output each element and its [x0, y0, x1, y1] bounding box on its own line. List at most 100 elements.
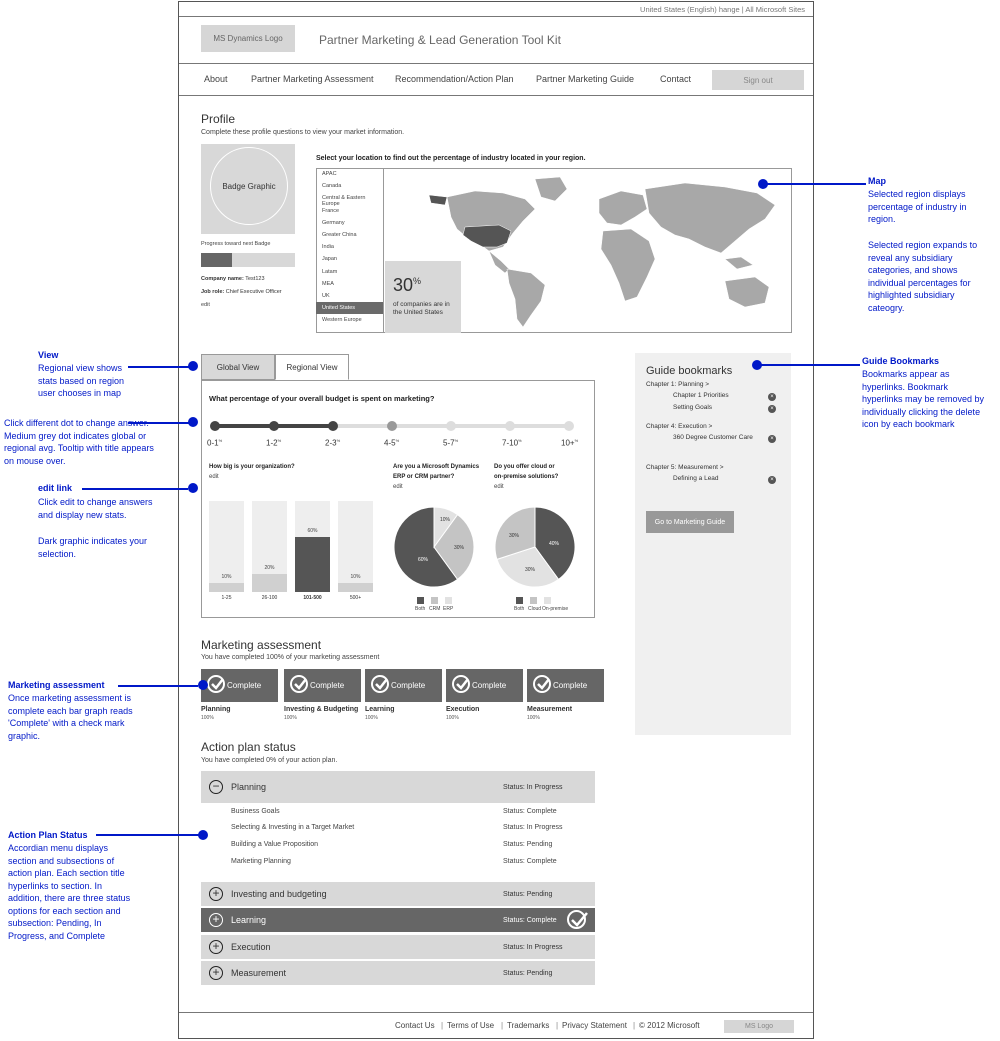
ms-dynamics-logo[interactable]: MS Dynamics Logo [201, 25, 295, 52]
org-bar-category-label: 500+ [349, 595, 362, 601]
region-item[interactable]: Central & Eastern Europe [322, 195, 366, 208]
go-to-guide-button[interactable]: Go to Marketing Guide [646, 511, 734, 533]
budget-dot[interactable] [387, 421, 397, 431]
footer-link-privacy[interactable]: Privacy Statement [562, 1021, 627, 1030]
partner-pie-chart[interactable]: 10% 30% 60% [391, 504, 477, 590]
accordion-subsection-title[interactable]: Selecting & Investing in a Target Market [231, 824, 355, 831]
bookmark-link[interactable]: Setting Goals [673, 404, 713, 411]
expand-icon[interactable]: + [209, 940, 223, 954]
nav-item-guide[interactable]: Partner Marketing Guide [536, 74, 635, 84]
budget-dot[interactable] [328, 421, 338, 431]
bookmark-chapter-link[interactable]: Chapter 4: Execution > [646, 423, 713, 430]
region-item[interactable]: UK [322, 292, 330, 299]
cloud-pie-chart[interactable]: 30% 40% 30% [492, 504, 578, 590]
expand-icon[interactable]: + [209, 966, 223, 980]
europe-shape [598, 190, 648, 226]
org-bar-fill[interactable] [338, 583, 373, 592]
expand-icon[interactable]: + [209, 887, 223, 901]
region-item[interactable]: MEA [322, 280, 334, 287]
legend-swatch [530, 597, 537, 604]
bookmark-chapter-link[interactable]: Chapter 1: Planning > [646, 381, 710, 388]
accordion-section-title[interactable]: Investing and budgeting [231, 889, 327, 899]
region-item[interactable]: India [322, 244, 334, 251]
assessment-complete-button[interactable]: Complete [446, 669, 523, 702]
tab-global-view[interactable]: Global View [201, 354, 275, 380]
region-item[interactable]: Western Europe [322, 317, 362, 324]
budget-label-unit: % [454, 438, 459, 443]
org-bar-background[interactable] [338, 501, 373, 592]
collapse-icon[interactable]: − [209, 780, 223, 794]
partner-edit-link[interactable]: edit [393, 484, 403, 490]
accordion-subsection-title[interactable]: Building a Value Proposition [231, 841, 319, 848]
footer-link-terms[interactable]: Terms of Use [447, 1021, 495, 1030]
accordion-section-title[interactable]: Measurement [231, 968, 287, 978]
delete-bookmark-icon[interactable]: × [768, 435, 776, 443]
accordion-section-planning[interactable]: − Planning Status: In Progress [201, 771, 595, 803]
cloud-edit-link[interactable]: edit [494, 484, 504, 490]
bookmark-link[interactable]: 360 Degree Customer Care [673, 434, 753, 441]
nav-item-assessment[interactable]: Partner Marketing Assessment [251, 74, 374, 84]
accordion-subsection-status: Status: In Progress [503, 824, 563, 831]
assessment-complete-button[interactable]: Complete [284, 669, 361, 702]
annotation-dots-text: Click different dot to change answer. Me… [4, 418, 154, 466]
region-item[interactable]: Latam [322, 268, 338, 275]
region-item[interactable]: Canada [322, 183, 342, 190]
budget-label-text: 10+ [561, 438, 575, 448]
region-stat-value: 30% [393, 275, 422, 295]
budget-dot[interactable] [505, 421, 515, 431]
expand-icon[interactable]: + [209, 913, 223, 927]
accordion-section-title[interactable]: Execution [231, 942, 271, 952]
accordion-section-status: Status: Pending [503, 970, 553, 977]
accordion-section-title[interactable]: Planning [231, 782, 267, 792]
annotation-marker-view [188, 361, 198, 371]
org-bar-background[interactable] [209, 501, 244, 592]
budget-dot[interactable] [210, 421, 220, 431]
assessment-complete-button[interactable]: Complete [527, 669, 604, 702]
bookmark-link[interactable]: Chapter 1 Priorities [673, 392, 729, 399]
org-bar-fill[interactable] [252, 574, 287, 592]
nav-item-about[interactable]: About [204, 74, 228, 84]
accordion-subsection-title[interactable]: Business Goals [231, 808, 280, 815]
tab-regional-view[interactable]: Regional View [275, 354, 349, 380]
budget-dot[interactable] [269, 421, 279, 431]
org-size-edit-link[interactable]: edit [209, 474, 219, 480]
cloud-question-1: Do you offer cloud or [494, 464, 555, 470]
nav-item-recommendation[interactable]: Recommendation/Action Plan [395, 74, 514, 84]
region-item[interactable]: Greater China [322, 231, 357, 238]
budget-dot[interactable] [446, 421, 456, 431]
annotation-edit-title: edit link [38, 483, 73, 493]
assessment-complete-button[interactable]: Complete [365, 669, 442, 702]
footer-link-trademarks[interactable]: Trademarks [507, 1021, 550, 1030]
footer-link-contact[interactable]: Contact Us [395, 1021, 435, 1030]
annotation-action-text: Accordian menu displays section and subs… [8, 843, 131, 941]
profile-edit-link[interactable]: edit [201, 302, 210, 308]
accordion-section-learning[interactable]: + Learning Status: Complete [201, 908, 595, 932]
locale-links[interactable]: United States (English) hange | All Micr… [640, 5, 805, 14]
bookmark-chapter-link[interactable]: Chapter 5: Measurement > [646, 464, 724, 471]
accordion-section-title[interactable]: Learning [231, 915, 267, 925]
nav-item-contact[interactable]: Contact [660, 74, 692, 84]
world-map[interactable] [385, 169, 791, 332]
delete-bookmark-icon[interactable]: × [768, 476, 776, 484]
accordion-section-execution[interactable]: + Execution Status: In Progress [201, 935, 595, 959]
delete-bookmark-icon[interactable]: × [768, 393, 776, 401]
region-item[interactable]: APAC [322, 171, 337, 177]
assessment-complete-button[interactable]: Complete [201, 669, 278, 702]
alaska-shape [428, 194, 448, 206]
region-item[interactable]: France [322, 207, 340, 214]
region-item[interactable]: Japan [322, 256, 337, 263]
region-item[interactable]: United States [316, 302, 383, 315]
budget-label-unit: % [574, 438, 579, 443]
delete-bookmark-icon[interactable]: × [768, 405, 776, 413]
region-item[interactable]: Germany [322, 219, 345, 226]
accordion-section-investing-and-budgeting[interactable]: + Investing and budgeting Status: Pending [201, 882, 595, 906]
accordion-subsection-title[interactable]: Marketing Planning [231, 858, 291, 865]
org-bar-fill[interactable] [295, 537, 330, 592]
sign-out-button[interactable]: Sign out [712, 70, 804, 90]
budget-question: What percentage of your overall budget i… [209, 394, 435, 403]
org-bar-fill[interactable] [209, 583, 244, 592]
budget-dot[interactable] [564, 421, 574, 431]
bookmark-link[interactable]: Defining a Lead [673, 475, 719, 482]
check-mark-icon [456, 678, 469, 690]
accordion-section-measurement[interactable]: + Measurement Status: Pending [201, 961, 595, 985]
